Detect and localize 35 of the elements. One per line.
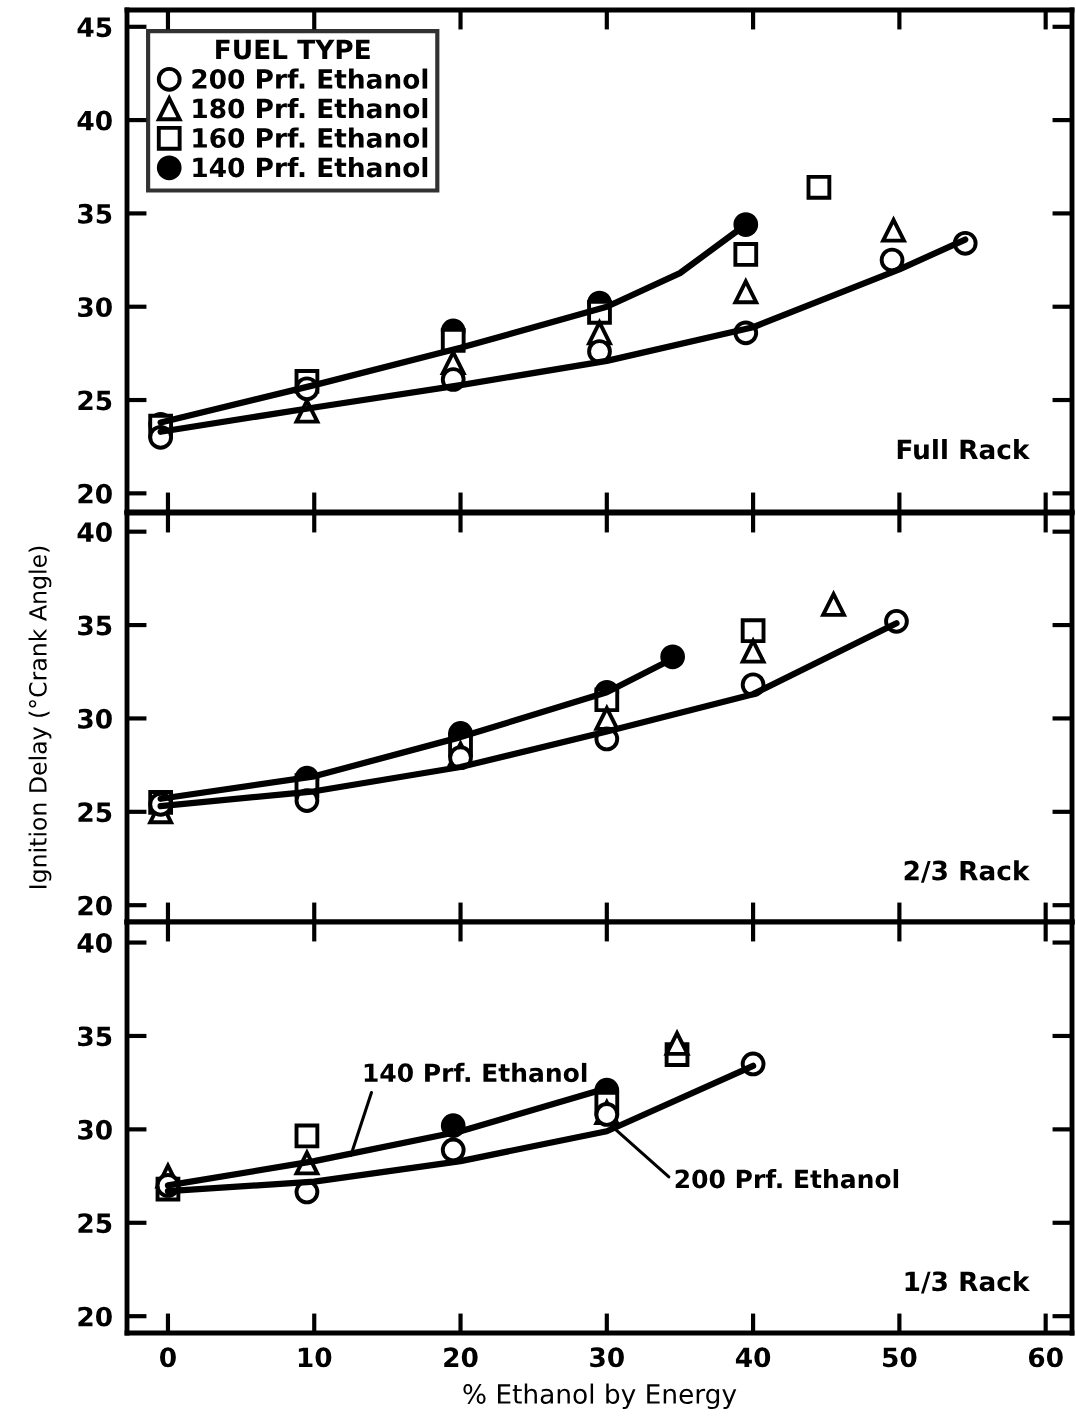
y-tick-label: 35	[78, 1026, 112, 1047]
legend-label: 140 Prf. Ethanol	[193, 157, 428, 178]
y-tick-label: 20	[78, 483, 112, 504]
x-tick-label: 20	[444, 1347, 478, 1368]
y-axis-title: Ignition Delay (°Crank Angle)	[28, 546, 52, 889]
x-tick-label: 60	[1028, 1347, 1063, 1368]
legend-label: 180 Prf. Ethanol	[193, 98, 428, 119]
y-tick-label: 30	[78, 297, 112, 318]
legend-label: 160 Prf. Ethanol	[193, 127, 428, 148]
y-tick-label: 45	[77, 17, 112, 38]
y-tick-label: 25	[78, 390, 112, 411]
y-tick-label: 25	[78, 1213, 112, 1234]
y-tick-label: 40	[77, 522, 112, 543]
y-tick-label: 30	[78, 1119, 112, 1140]
y-tick-label: 35	[78, 203, 112, 224]
y-tick-label: 40	[77, 932, 112, 953]
y-tick-label: 40	[77, 110, 112, 131]
annotation: 200 Prf. Ethanol	[675, 1169, 899, 1189]
x-tick-label: 10	[298, 1347, 332, 1368]
annotation: 1/3 Rack	[905, 1270, 1030, 1294]
annotation: 140 Prf. Ethanol	[364, 1062, 587, 1083]
legend-label: 200 Prf. Ethanol	[192, 68, 428, 89]
y-tick-label: 30	[78, 708, 112, 729]
x-tick-label: 0	[160, 1347, 176, 1368]
legend-title: FUEL TYPE	[216, 39, 370, 60]
y-tick-label: 20	[78, 1306, 112, 1327]
y-tick-label: 20	[78, 895, 112, 916]
annotation: Full Rack	[897, 438, 1030, 460]
annotation: 2/3 Rack	[904, 860, 1030, 883]
x-tick-label: 40	[735, 1347, 771, 1368]
x-tick-label: 50	[883, 1347, 917, 1368]
y-tick-label: 25	[78, 802, 112, 823]
x-axis-title: % Ethanol by Energy	[463, 1383, 737, 1410]
y-tick-label: 35	[78, 615, 112, 636]
x-tick-label: 30	[590, 1347, 624, 1368]
